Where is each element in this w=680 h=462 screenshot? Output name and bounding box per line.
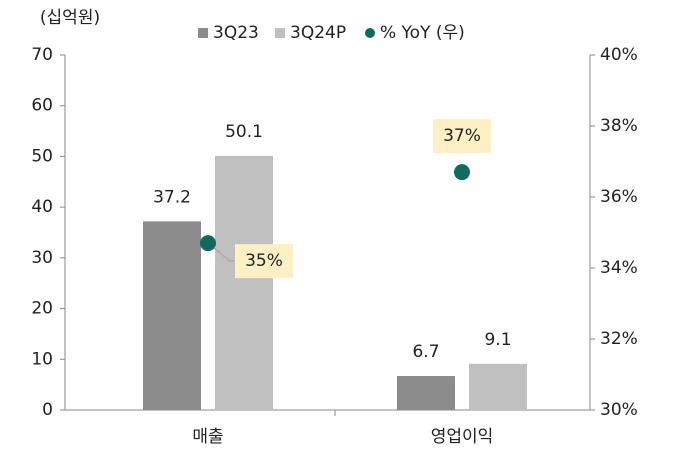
point-value-label: 37% bbox=[443, 126, 481, 146]
point bbox=[454, 164, 470, 181]
x-tick-label: 매출 bbox=[192, 427, 223, 447]
y-tick-label: 10 bbox=[31, 349, 53, 369]
x-tick-label: 영업이익 bbox=[431, 427, 494, 447]
y2-tick-label: 36% bbox=[600, 187, 638, 207]
y-tick-label: 40 bbox=[31, 197, 53, 217]
y-tick-label: 0 bbox=[42, 400, 53, 420]
bar-value-label: 6.7 bbox=[412, 342, 439, 362]
y2-tick-label: 38% bbox=[600, 116, 638, 136]
y2-tick-label: 34% bbox=[600, 258, 638, 278]
bar-value-label: 50.1 bbox=[225, 122, 263, 142]
leader-line bbox=[207, 242, 236, 262]
point-value-label: 35% bbox=[245, 251, 283, 271]
y-tick-label: 70 bbox=[31, 45, 53, 65]
bar bbox=[469, 363, 527, 410]
y-tick-label: 30 bbox=[31, 248, 53, 268]
y-tick-label: 20 bbox=[31, 299, 53, 319]
legend-marker bbox=[365, 28, 375, 38]
y-tick-label: 50 bbox=[31, 146, 53, 166]
legend-marker bbox=[198, 28, 208, 38]
bar-value-label: 9.1 bbox=[484, 330, 511, 350]
legend-label: % YoY (우) bbox=[380, 23, 465, 43]
bar bbox=[397, 376, 455, 410]
legend-label: 3Q24P bbox=[290, 23, 346, 43]
bar bbox=[215, 155, 273, 410]
y-axis-label: (십억원) bbox=[40, 8, 100, 28]
legend-label: 3Q23 bbox=[213, 23, 259, 43]
y2-tick-label: 30% bbox=[600, 400, 638, 420]
y2-tick-label: 40% bbox=[600, 45, 638, 65]
value-label-box bbox=[433, 119, 491, 154]
legend-marker bbox=[275, 28, 285, 38]
bar bbox=[143, 221, 201, 410]
bar-value-label: 37.2 bbox=[153, 187, 191, 207]
point bbox=[200, 235, 216, 252]
y-tick-label: 60 bbox=[31, 96, 53, 116]
y2-tick-label: 32% bbox=[600, 329, 638, 349]
value-label-box bbox=[235, 244, 293, 279]
